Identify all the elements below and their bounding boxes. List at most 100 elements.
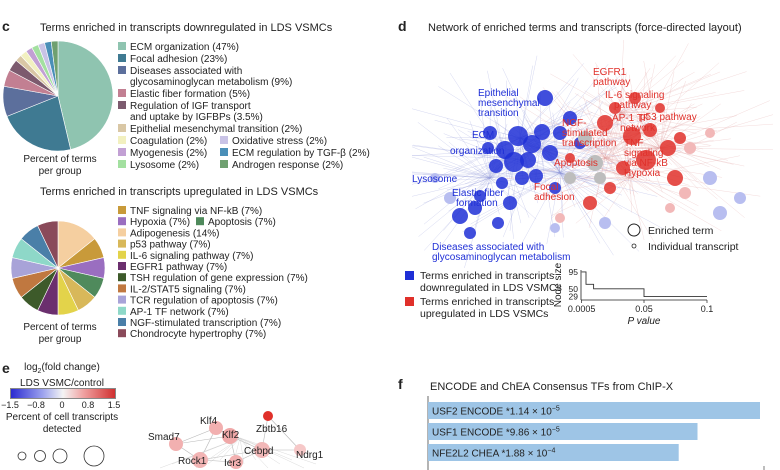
network-edge xyxy=(639,132,673,166)
pie-up-slice-12 xyxy=(37,220,59,269)
legend-down-item-8-swatch xyxy=(118,160,126,168)
legend-up-item-3-swatch xyxy=(118,228,126,237)
network-node-pale-down-0 xyxy=(703,171,717,185)
legend-up-item-9-swatch xyxy=(118,295,126,304)
network-term-label-10: EGFR1 xyxy=(593,67,627,78)
network-node-down-19 xyxy=(549,182,561,194)
network-edge xyxy=(559,168,653,174)
legend-up-item-7-text: TSH regulation of gene expression (7%) xyxy=(130,273,308,284)
pie-up-caption-line2: per group xyxy=(38,334,82,345)
gene-node-2 xyxy=(169,437,183,451)
network-edge xyxy=(629,177,632,213)
network-edge xyxy=(519,137,539,204)
network-edge xyxy=(643,60,661,149)
network-edge xyxy=(411,172,491,179)
network-edge xyxy=(489,160,600,179)
legend-down-item-4-text2: and uptake by IGFBPs (3.5%) xyxy=(130,112,263,123)
network-term-label-25: Focal xyxy=(534,182,558,193)
gene-label-2: Smad7 xyxy=(148,432,180,443)
network-edge xyxy=(588,157,606,228)
network-node-pale-up-4 xyxy=(555,213,565,223)
gene-label-0: Klf4 xyxy=(200,416,218,427)
pie-down-caption-line2: per group xyxy=(38,166,82,177)
fc-title-log: log xyxy=(24,362,38,373)
fc-legend-title-line1: log2(fold change) xyxy=(6,362,118,378)
legend-up-item-2-text: Apoptosis (7%) xyxy=(208,217,276,228)
network-node-down-12 xyxy=(537,90,553,106)
network-edge xyxy=(521,167,561,174)
panel-label-c: c xyxy=(2,18,10,34)
network-edge xyxy=(543,147,631,179)
legend-down-item-3-swatch xyxy=(118,89,126,97)
legend-up-item-2-swatch xyxy=(196,217,204,226)
network-edge xyxy=(539,64,609,149)
legend-up-item-6-swatch xyxy=(118,262,126,270)
network-edge xyxy=(559,172,564,238)
size-legend-title-line2: detected xyxy=(42,424,82,435)
network-node-down-10 xyxy=(529,169,543,183)
nodesize-line xyxy=(581,271,707,298)
legend-up-item-8-swatch xyxy=(118,284,126,293)
network-term-label-6: Elastic fiber xyxy=(452,188,504,199)
network-node-down-13 xyxy=(468,201,482,215)
network-nodes xyxy=(430,90,746,239)
network-node-down-11 xyxy=(482,142,494,154)
nodesize-ylabel: Node size xyxy=(553,262,564,307)
network-node-up-0 xyxy=(609,102,621,114)
network-edge xyxy=(443,167,491,179)
gene-node-3 xyxy=(222,428,238,444)
panel-label-f: f xyxy=(398,376,403,392)
legend-up-item-11-swatch xyxy=(118,318,126,326)
legend-up-item-8-text: IL-2/STAT5 signaling (7%) xyxy=(130,284,246,295)
pie-down-caption: Percent of terms per group xyxy=(22,154,98,178)
network-edge xyxy=(464,177,491,269)
network-node-down-5 xyxy=(534,124,550,140)
network-edge xyxy=(556,91,606,159)
network-node-pale-down-5 xyxy=(430,173,440,183)
network-edge xyxy=(619,112,631,195)
network-edge xyxy=(482,150,491,179)
tf-bar-label-0: USF2 ENCODE *1.14 × 10−5 xyxy=(432,406,560,418)
fc-colorbar xyxy=(10,388,116,399)
network-edge xyxy=(446,118,491,179)
network-edge xyxy=(629,118,685,179)
network-node-up-12 xyxy=(565,153,575,163)
network-node-pale-up-2 xyxy=(679,187,691,199)
legend-up-item-5-swatch xyxy=(118,250,126,259)
network-node-up-6 xyxy=(616,161,630,175)
network-edge xyxy=(639,62,720,134)
gene-node-6 xyxy=(192,452,208,468)
network-edge xyxy=(519,65,533,139)
network-term-label-14: AP-1 TF xyxy=(612,113,649,124)
gene-edge-extra xyxy=(219,437,241,461)
network-edge xyxy=(438,145,491,179)
network-node-pale-down-6 xyxy=(550,223,560,233)
legend-enriched-term: Enriched term xyxy=(648,225,714,237)
transcript-marker xyxy=(631,243,637,249)
gene-edge-1 xyxy=(175,427,217,445)
network-edge xyxy=(449,72,506,159)
network-node-up-8 xyxy=(604,182,616,194)
network-node-up-5 xyxy=(636,150,656,170)
gene-edge-extra xyxy=(239,437,317,465)
legend-up-item-7-swatch xyxy=(118,273,126,282)
network-term-label-16: p53 pathway xyxy=(640,112,697,123)
legend-up-item-0-text: TNF signaling via NF-kB (7%) xyxy=(130,206,262,217)
tf-bar-title: ENCODE and ChEA Consensus TFs from ChIP-… xyxy=(430,381,674,393)
pie-up-caption: Percent of terms per group xyxy=(22,322,98,346)
network-node-down-16 xyxy=(492,217,504,229)
network-node-pale-up-1 xyxy=(705,128,715,138)
legend-up-item-9-text: TCR regulation of apoptosis (7%) xyxy=(130,296,278,307)
network-term-label-19: transcription xyxy=(562,138,616,149)
network-edge xyxy=(604,157,639,195)
network-edge xyxy=(411,145,506,159)
network-edge xyxy=(586,136,661,149)
network-edge xyxy=(476,172,561,218)
size-legend-circles xyxy=(17,445,105,467)
network-node-down-2 xyxy=(523,135,541,153)
legend-up-item-0-swatch xyxy=(118,206,126,214)
network-edge xyxy=(539,172,561,192)
nodesize-xtick-1: 0.05 xyxy=(635,304,653,314)
network-edge xyxy=(552,112,561,174)
